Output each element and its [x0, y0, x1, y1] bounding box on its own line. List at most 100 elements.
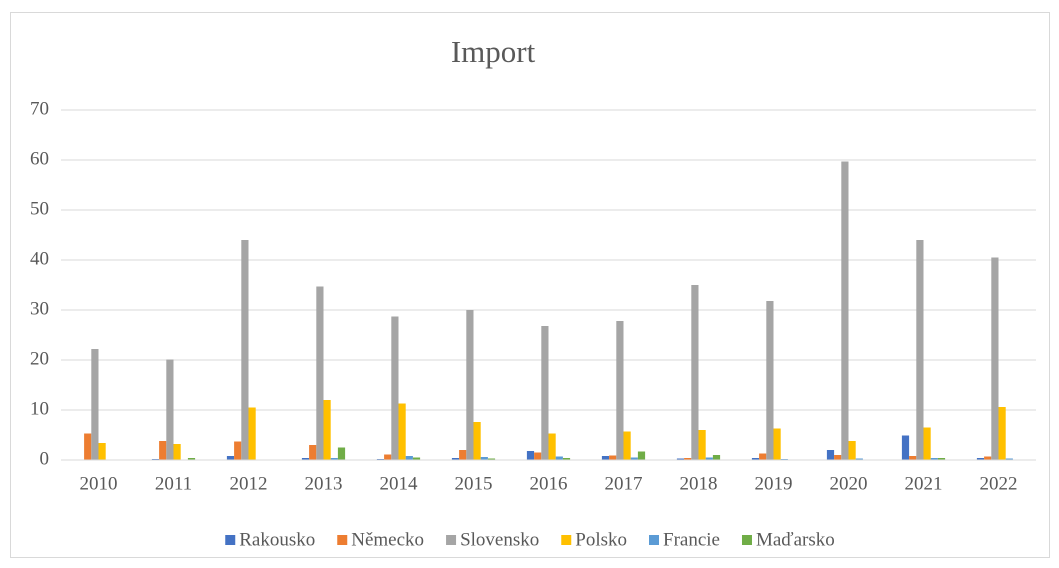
bar	[534, 452, 542, 460]
bar	[855, 458, 863, 460]
legend-label: Maďarsko	[756, 529, 835, 550]
bar	[759, 453, 767, 460]
bar	[691, 285, 699, 460]
legend-label: Francie	[663, 529, 720, 550]
bar	[984, 456, 992, 460]
bar	[459, 450, 467, 460]
x-tick-label: 2017	[605, 473, 643, 494]
bar	[91, 349, 99, 460]
x-tick-label: 2014	[380, 473, 419, 494]
legend-swatch	[741, 535, 752, 545]
bar	[159, 441, 167, 460]
bar	[487, 458, 496, 460]
y-tick-label: 30	[30, 298, 49, 319]
bar	[384, 454, 392, 460]
legend-swatch	[649, 535, 659, 545]
bar	[451, 458, 460, 460]
bar	[412, 457, 421, 460]
bar	[841, 161, 849, 460]
legend-label: Německo	[351, 529, 424, 550]
bar	[930, 458, 938, 460]
bar	[173, 444, 181, 460]
bar	[337, 447, 346, 460]
bar	[234, 441, 242, 460]
bar	[480, 457, 488, 460]
bar	[616, 321, 624, 460]
bar	[226, 456, 235, 460]
legend-swatch	[561, 535, 572, 545]
bar	[991, 257, 999, 460]
x-tick-label: 2013	[305, 473, 343, 494]
y-tick-label: 70	[30, 98, 49, 119]
bar	[848, 441, 856, 460]
x-tick-label: 2022	[980, 473, 1018, 494]
bar	[976, 458, 985, 460]
x-tick-label: 2018	[680, 473, 718, 494]
bar	[98, 443, 106, 460]
bar	[1005, 458, 1013, 460]
bar	[609, 455, 617, 460]
legend-swatch	[225, 535, 236, 545]
bar	[241, 240, 249, 460]
bar	[541, 326, 549, 460]
bar	[562, 458, 571, 460]
bar	[698, 430, 706, 460]
x-tick-label: 2016	[530, 473, 568, 494]
bar	[526, 451, 535, 460]
bar	[84, 433, 92, 460]
legend-label: Slovensko	[460, 529, 539, 550]
chart-frame	[10, 12, 1050, 558]
bar	[548, 433, 556, 460]
bar	[676, 458, 685, 460]
bar	[323, 400, 331, 460]
bar	[316, 286, 324, 460]
y-tick-label: 50	[30, 198, 49, 219]
bar	[187, 458, 196, 460]
bar	[923, 427, 931, 460]
x-tick-label: 2010	[80, 473, 118, 494]
y-tick-label: 0	[40, 448, 50, 469]
bar	[330, 458, 338, 460]
x-tick-label: 2012	[230, 473, 268, 494]
bar	[916, 240, 924, 460]
bar	[705, 457, 713, 460]
bar	[398, 403, 406, 460]
y-tick-label: 60	[30, 148, 49, 169]
bar	[773, 428, 781, 460]
legend-label: Rakousko	[239, 529, 315, 550]
bar	[473, 422, 481, 460]
bar	[826, 450, 835, 460]
bar	[309, 445, 317, 460]
bar	[637, 451, 646, 460]
chart-title: Import	[451, 34, 536, 69]
bar	[751, 458, 760, 460]
bar	[998, 407, 1006, 460]
x-tick-label: 2020	[830, 473, 868, 494]
y-tick-label: 20	[30, 348, 49, 369]
bar	[766, 301, 774, 460]
bar	[834, 455, 842, 460]
bar	[630, 457, 638, 460]
bar	[909, 456, 917, 460]
bar	[623, 431, 631, 460]
legend-swatch	[446, 535, 457, 545]
bar	[248, 407, 256, 460]
bar	[166, 359, 174, 460]
bar	[712, 455, 721, 460]
legend-swatch	[337, 535, 348, 545]
bar	[901, 435, 910, 460]
bar	[391, 316, 399, 460]
bar	[405, 456, 413, 460]
x-tick-label: 2011	[155, 473, 192, 494]
bar	[937, 458, 946, 460]
y-tick-label: 40	[30, 248, 49, 269]
bar	[301, 458, 310, 460]
x-tick-label: 2021	[905, 473, 943, 494]
x-tick-label: 2015	[455, 473, 493, 494]
bar	[601, 456, 610, 460]
bar	[684, 458, 692, 460]
y-tick-label: 10	[30, 398, 49, 419]
x-tick-label: 2019	[755, 473, 793, 494]
bar	[466, 310, 474, 460]
